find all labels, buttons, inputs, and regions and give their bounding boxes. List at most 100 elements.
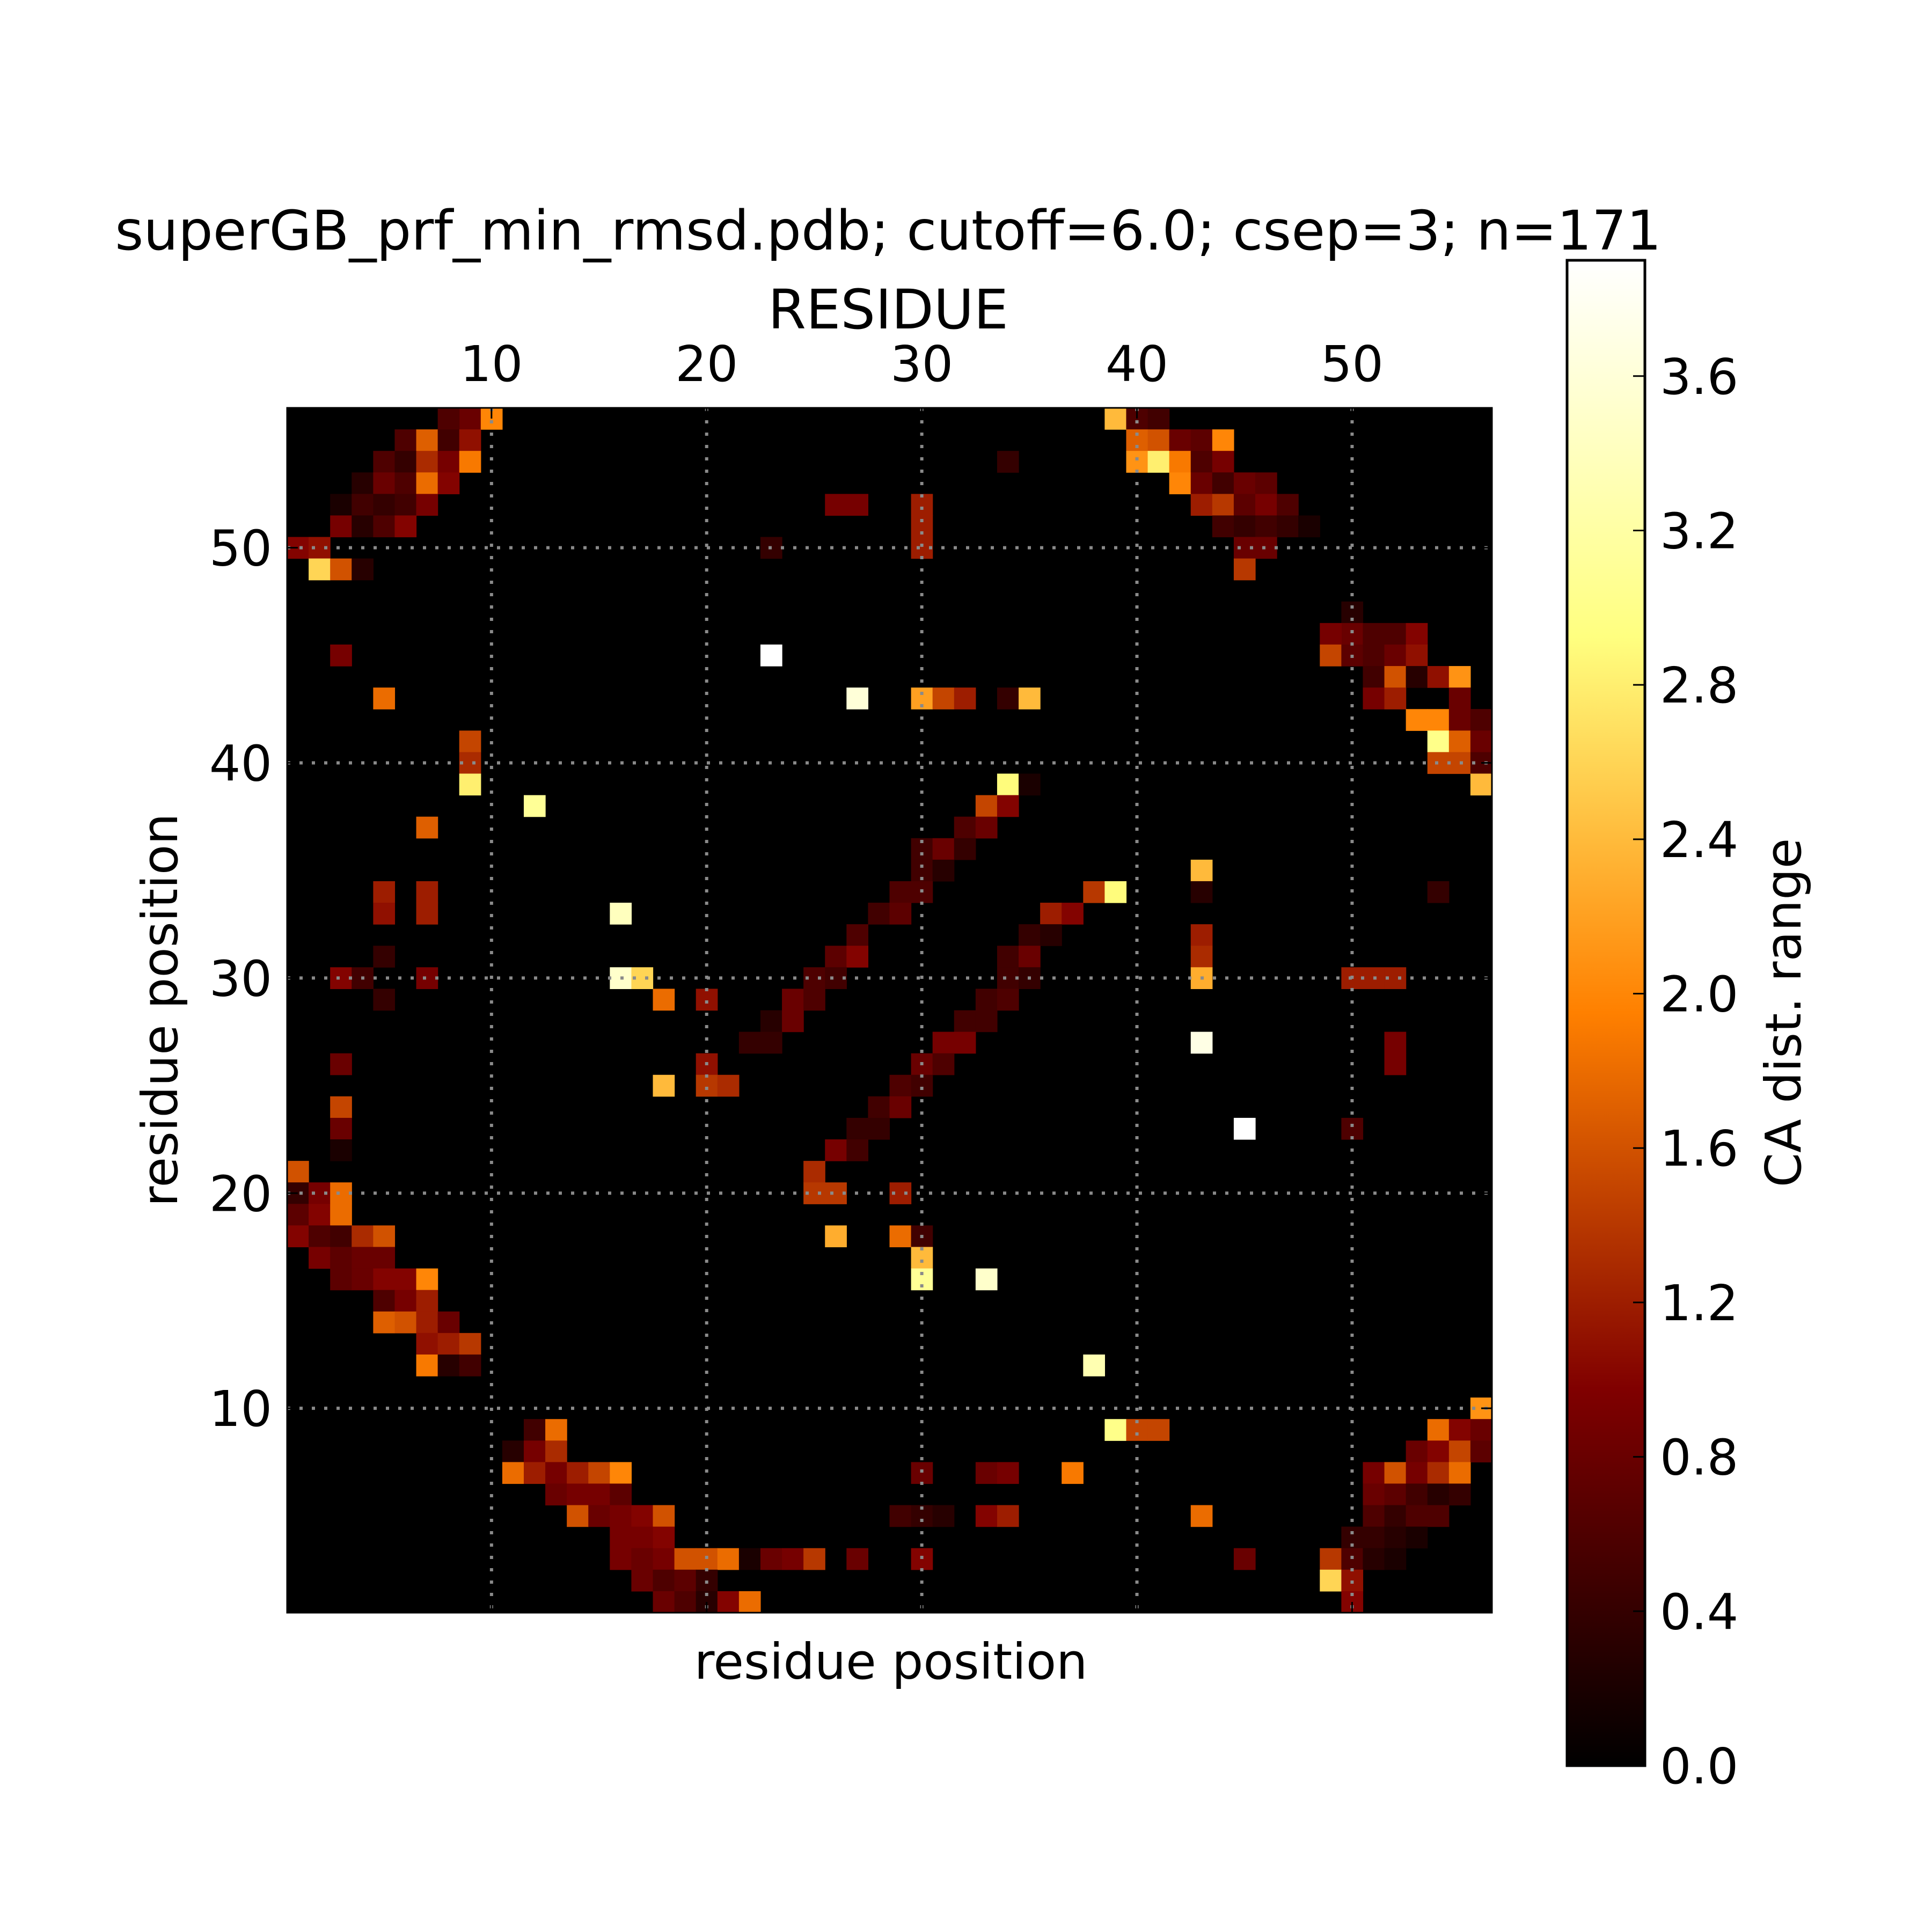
heatmap-cell: [717, 1074, 740, 1097]
heatmap-cell: [653, 1526, 675, 1549]
heatmap-cell: [911, 1247, 933, 1269]
heatmap-cell: [1406, 1440, 1428, 1462]
heatmap-cell: [954, 816, 976, 839]
heatmap-cell: [1427, 1440, 1450, 1462]
heatmap-cell: [889, 1225, 912, 1248]
heatmap-cell: [631, 1548, 654, 1570]
heatmap-cell: [394, 494, 417, 516]
heatmap-cell: [1363, 1505, 1385, 1527]
x-tick-label: 40: [1106, 335, 1168, 393]
heatmap-cell: [846, 924, 869, 946]
heatmap-cell: [523, 1462, 546, 1484]
heatmap-cell: [911, 494, 933, 516]
heatmap-cell: [1363, 623, 1385, 645]
x-tick-label: 20: [675, 335, 738, 393]
heatmap-cell: [1083, 1354, 1105, 1377]
heatmap-cell: [738, 1591, 761, 1613]
colorbar-tick-label: 0.0: [1660, 1738, 1738, 1795]
heatmap-cell: [997, 773, 1019, 796]
colorbar-tick-label: 3.2: [1660, 502, 1738, 560]
heatmap-cell: [1363, 687, 1385, 709]
heatmap-cell: [1062, 1462, 1084, 1484]
heatmap-cell: [1212, 494, 1234, 516]
heatmap-cell: [954, 1031, 976, 1054]
heatmap-cell: [1384, 644, 1407, 667]
heatmap-cell: [588, 1462, 610, 1484]
colorbar-frame: [1565, 259, 1646, 1767]
heatmap-cell: [1470, 709, 1492, 731]
heatmap-cell: [459, 451, 481, 473]
heatmap-cell: [1147, 451, 1170, 473]
heatmap-cell: [1406, 666, 1428, 688]
heatmap-cell: [932, 838, 955, 860]
heatmap-cell: [932, 859, 955, 882]
colorbar-tick-label: 2.0: [1660, 966, 1738, 1023]
heatmap-cell: [1169, 472, 1191, 494]
heatmap-cell: [1341, 623, 1364, 645]
y-tick-label: 10: [209, 1380, 272, 1438]
heatmap-cell: [373, 687, 396, 709]
heatmap-cell: [760, 1010, 782, 1033]
heatmap-cell: [782, 1010, 804, 1033]
heatmap-cell: [1233, 1117, 1256, 1140]
heatmap-cell: [1470, 1440, 1492, 1462]
x-tick-label: 10: [460, 335, 523, 393]
heatmap-cell: [1406, 709, 1428, 731]
heatmap-cell: [1040, 924, 1062, 946]
heatmap-cell: [1190, 924, 1213, 946]
heatmap-cell: [1363, 1526, 1385, 1549]
heatmap-cell: [373, 1268, 396, 1291]
heatmap-cell: [975, 1462, 998, 1484]
heatmap-cell: [653, 1591, 675, 1613]
heatmap-cell: [954, 687, 976, 709]
heatmap-cell: [954, 838, 976, 860]
y-axis-label: residue position: [131, 814, 189, 1207]
chart-title: superGB_prf_min_rmsd.pdb; cutoff=6.0; cs…: [115, 199, 1662, 263]
heatmap-cell: [825, 1139, 847, 1161]
heatmap-cell: [1427, 1419, 1450, 1441]
heatmap-cell: [1470, 773, 1492, 796]
heatmap-cell: [373, 1290, 396, 1312]
heatmap-cell: [416, 816, 438, 839]
heatmap-cell: [330, 1247, 352, 1269]
heatmap-cell: [1019, 924, 1041, 946]
heatmap-cell: [459, 429, 481, 451]
heatmap-cell: [330, 1096, 352, 1118]
heatmap-cell: [330, 1053, 352, 1075]
heatmap-cell: [846, 946, 869, 968]
heatmap-cell: [932, 1053, 955, 1075]
heatmap-cell: [309, 558, 331, 581]
heatmap-cell: [394, 1311, 417, 1334]
heatmap-cell: [1190, 472, 1213, 494]
heatmap-cell: [545, 1483, 567, 1506]
heatmap-cell: [459, 408, 481, 430]
heatmap-cell: [567, 1483, 589, 1506]
heatmap-cell: [846, 1548, 869, 1570]
heatmap-cell: [416, 1333, 438, 1355]
heatmap-cell: [1406, 1526, 1428, 1549]
heatmap-cell: [1384, 1462, 1407, 1484]
heatmap-cell: [330, 1225, 352, 1248]
x-tick-label: 50: [1321, 335, 1384, 393]
heatmap-cell: [997, 967, 1019, 990]
heatmap-cell: [1363, 1548, 1385, 1570]
heatmap-cell: [975, 1268, 998, 1291]
heatmap-cell: [738, 1548, 761, 1570]
heatmap-cell: [1363, 644, 1385, 667]
colorbar-tick-label: 0.4: [1660, 1583, 1738, 1641]
heatmap-cell: [373, 1247, 396, 1269]
heatmap-cell: [1470, 1419, 1492, 1441]
heatmap-cell: [653, 1548, 675, 1570]
heatmap-cell: [459, 1354, 481, 1377]
heatmap-cell: [1190, 1505, 1213, 1527]
heatmap-cell: [653, 1569, 675, 1592]
colorbar-tick-label: 3.6: [1660, 348, 1738, 406]
heatmap-cell: [1126, 451, 1148, 473]
heatmap-cell: [1190, 946, 1213, 968]
heatmap-cell: [352, 515, 374, 538]
heatmap-cell: [373, 881, 396, 903]
heatmap-cell: [352, 1225, 374, 1248]
colorbar-label: CA dist. range: [1755, 838, 1812, 1187]
heatmap-cell: [1233, 515, 1256, 538]
heatmap-cell: [975, 1010, 998, 1033]
